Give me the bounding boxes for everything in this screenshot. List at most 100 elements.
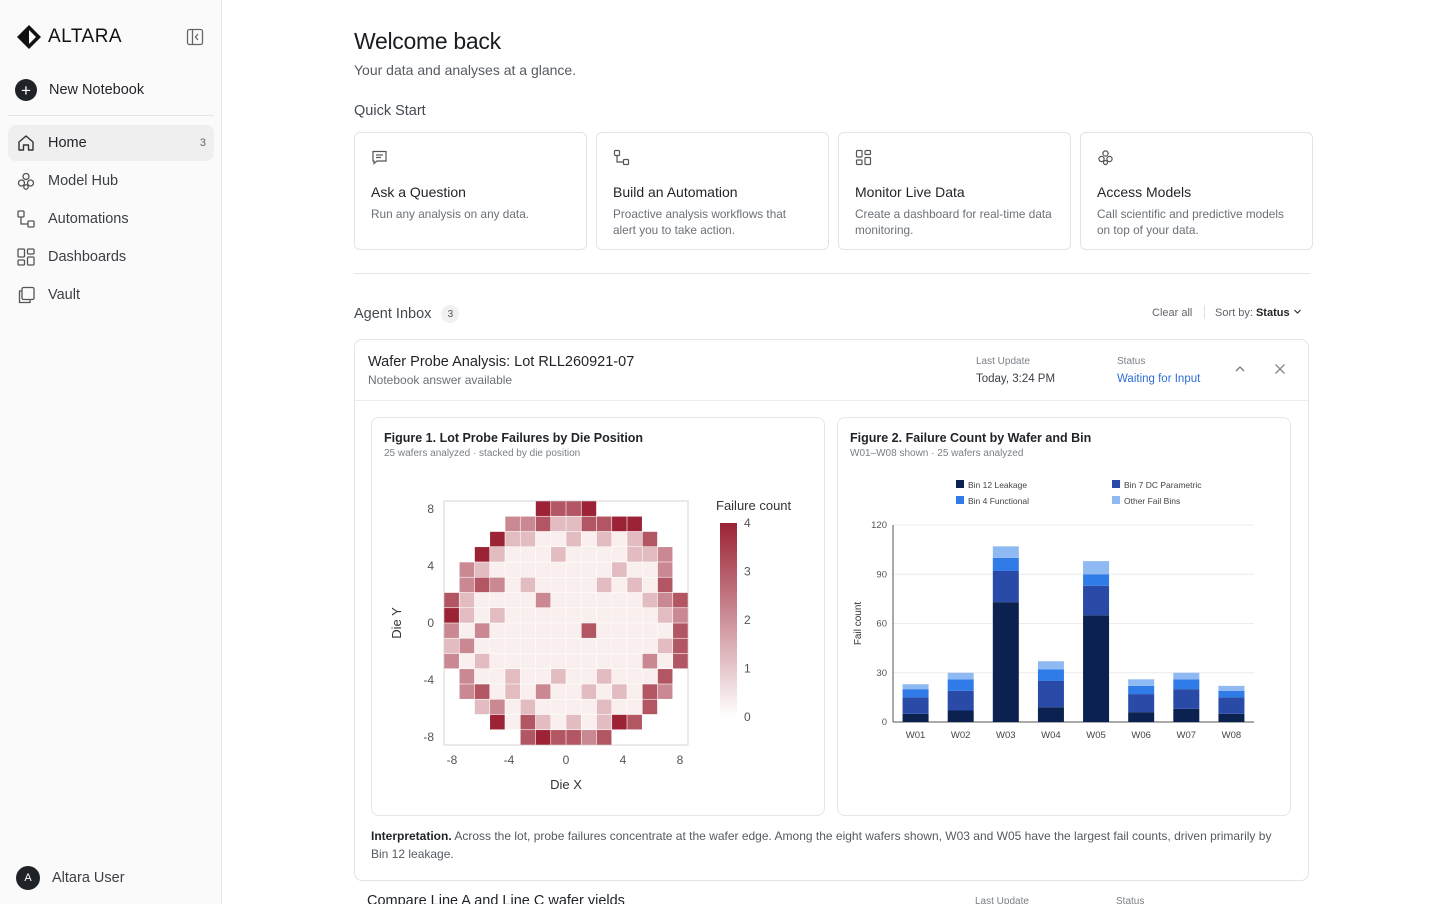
heatmap-cell xyxy=(535,730,551,745)
heatmap-cell xyxy=(505,577,520,593)
quick-start-card-ask[interactable]: Ask a Question Run any analysis on any d… xyxy=(354,132,587,250)
heatmap-cell xyxy=(535,501,551,516)
heatmap-cell xyxy=(505,714,520,730)
heatmap-cell xyxy=(596,562,612,577)
x-tick-label: 0 xyxy=(563,753,570,767)
y-tick-label: -8 xyxy=(423,730,434,744)
heatmap-cell xyxy=(581,608,597,623)
bar-segment xyxy=(1128,694,1155,713)
heatmap-cell xyxy=(596,638,612,654)
quick-start-heading: Quick Start xyxy=(354,103,426,119)
heatmap-cell xyxy=(551,730,566,745)
heatmap-cell xyxy=(505,531,520,547)
collapse-sidebar-icon[interactable] xyxy=(186,28,204,46)
heatmap-cell xyxy=(551,562,566,577)
chevron-up-icon[interactable] xyxy=(1233,362,1247,376)
x-tick-label: W04 xyxy=(1041,730,1061,741)
heatmap-cell xyxy=(612,592,627,608)
heatmap-cell xyxy=(566,653,581,669)
heatmap-cell xyxy=(642,608,658,623)
x-tick-label: -8 xyxy=(447,753,458,767)
sort-value: Status xyxy=(1255,307,1290,319)
inbox-item-header[interactable]: Wafer Probe Analysis: Lot RLL260921-07 N… xyxy=(355,340,1308,401)
user-name: Altara User xyxy=(52,870,125,886)
new-notebook-button[interactable]: + New Notebook xyxy=(15,79,144,101)
bar-segment xyxy=(902,689,929,698)
heatmap-cell xyxy=(459,638,475,654)
heatmap-cell xyxy=(657,623,673,638)
legend-swatch xyxy=(1112,480,1120,488)
sort-dropdown[interactable]: Sort by: Status xyxy=(1215,307,1302,319)
inbox-item: Wafer Probe Analysis: Lot RLL260921-07 N… xyxy=(354,339,1309,881)
heatmap-cell xyxy=(535,562,551,577)
inbox-item-title[interactable]: Compare Line A and Line C wafer yields xyxy=(367,893,625,904)
heatmap-cell xyxy=(490,608,505,623)
heatmap-cell xyxy=(627,623,642,638)
colorbar-tick-label: 0 xyxy=(744,710,751,724)
x-tick-label: W01 xyxy=(906,730,926,741)
quick-start-card-monitor[interactable]: Monitor Live Data Create a dashboard for… xyxy=(838,132,1071,250)
heatmap-cell xyxy=(566,577,581,593)
heatmap-cell xyxy=(490,592,505,608)
heatmap-cell xyxy=(551,516,566,532)
heatmap-cell xyxy=(642,684,658,699)
bar-segment xyxy=(1037,707,1064,722)
heatmap-cell xyxy=(490,562,505,577)
heatmap-cell xyxy=(505,623,520,638)
heatmap-cell xyxy=(596,531,612,547)
sidebar-item-automations[interactable]: Automations xyxy=(8,201,214,237)
heatmap-cell xyxy=(474,592,490,608)
heatmap-cell xyxy=(474,623,490,638)
heatmap-cell xyxy=(520,653,536,669)
heatmap-cell xyxy=(490,577,505,593)
plus-icon: + xyxy=(15,79,37,101)
bar-segment xyxy=(1218,685,1245,691)
y-tick-label: 0 xyxy=(427,616,434,630)
heatmap-cell xyxy=(551,547,566,562)
inbox-item-title: Wafer Probe Analysis: Lot RLL260921-07 xyxy=(368,354,635,370)
sort-label: Sort by: xyxy=(1215,307,1253,319)
heatmap-cell xyxy=(474,562,490,577)
status-badge[interactable]: Waiting for Input xyxy=(1117,373,1201,385)
heatmap-cell xyxy=(596,577,612,593)
heatmap-cell xyxy=(657,653,673,669)
close-icon[interactable] xyxy=(1273,362,1287,376)
heatmap-cell xyxy=(505,516,520,532)
heatmap-cell xyxy=(551,684,566,699)
heatmap-cell xyxy=(520,669,536,684)
heatmap-cell xyxy=(444,653,459,669)
toolbar-divider xyxy=(1204,305,1205,319)
user-menu[interactable]: A Altara User xyxy=(16,866,125,890)
heatmap-cell xyxy=(627,669,642,684)
heatmap-cell xyxy=(535,669,551,684)
bar-segment xyxy=(1083,574,1110,586)
x-tick-label: -4 xyxy=(504,753,515,767)
x-tick-label: 8 xyxy=(677,753,684,767)
heatmap-cell xyxy=(474,684,490,699)
sidebar-item-model-hub[interactable]: Model Hub xyxy=(8,163,214,199)
sidebar-nav: Home 3 Model Hub Automations Dashboards … xyxy=(8,125,214,315)
quick-start-card-models[interactable]: Access Models Call scientific and predic… xyxy=(1080,132,1313,250)
sidebar-item-label: Automations xyxy=(48,211,129,227)
bar-segment xyxy=(902,713,929,722)
card-title: Access Models xyxy=(1097,184,1192,200)
heatmap-cell xyxy=(612,714,627,730)
brand-logo[interactable]: ALTARA xyxy=(16,24,122,50)
sidebar-item-dashboards[interactable]: Dashboards xyxy=(8,239,214,275)
legend-swatch xyxy=(1112,496,1120,504)
heatmap-cell xyxy=(490,547,505,562)
bar-segment xyxy=(1173,672,1200,680)
sidebar-item-home[interactable]: Home 3 xyxy=(8,125,214,161)
quick-start-card-automation[interactable]: Build an Automation Proactive analysis w… xyxy=(596,132,829,250)
heatmap-cell xyxy=(520,547,536,562)
heatmap-cell xyxy=(520,516,536,532)
heatmap-cell xyxy=(642,699,658,715)
heatmap-chart: -8 -4 0 4 8 8 4 0 -4 -8 Die X Die Y Failure count 4 3 2… xyxy=(389,498,792,792)
clear-all-button[interactable]: Clear all xyxy=(1152,307,1193,319)
bar-segment xyxy=(1128,712,1155,722)
sidebar-item-vault[interactable]: Vault xyxy=(8,277,214,313)
avatar: A xyxy=(16,866,40,890)
heatmap-cell xyxy=(642,592,658,608)
heatmap-cell xyxy=(474,699,490,715)
heatmap-cell xyxy=(596,608,612,623)
